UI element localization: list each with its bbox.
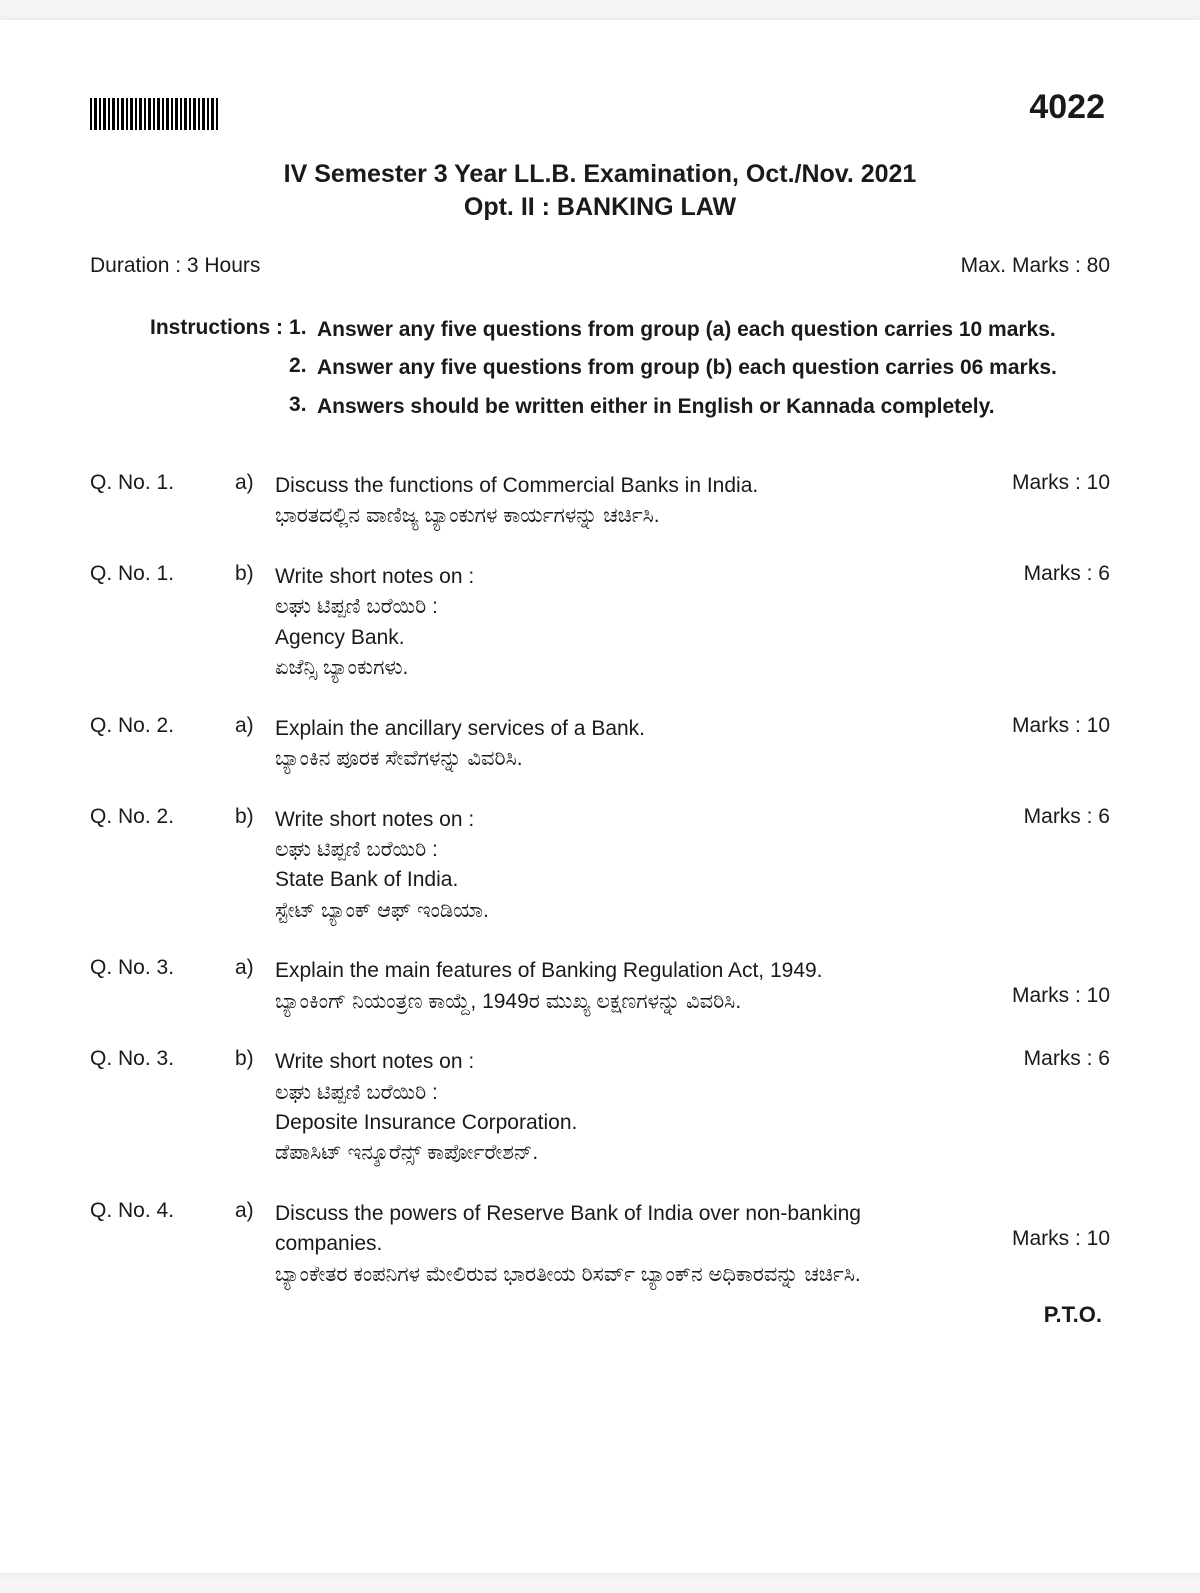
question-part: b) — [235, 1047, 275, 1169]
question-content: Write short notes on : ಲಘು ಟಿಪ್ಪಣಿ ಬರೆಯಿ… — [275, 805, 980, 927]
question-marks: Marks : 10 — [980, 714, 1110, 775]
pto-label: P.T.O. — [90, 1302, 1110, 1328]
question-text-en: Write short notes on : — [275, 562, 960, 592]
questions-block: Q. No. 1. a) Discuss the functions of Co… — [90, 471, 1110, 1290]
instruction-number: 1. — [289, 316, 317, 344]
instruction-number: 2. — [289, 354, 317, 382]
question-text-kn: ಭಾರತದಲ್ಲಿನ ವಾಣಿಜ್ಯ ಬ್ಯಾಂಕುಗಳ ಕಾರ್ಯಗಳನ್ನು… — [275, 501, 960, 531]
question-text-kn: ಬ್ಯಾಂಕೇತರ ಕಂಪನಿಗಳ ಮೇಲಿರುವ ಭಾರತೀಯ ರಿಸರ್ವ್… — [275, 1260, 960, 1290]
question-subtopic-kn: ಡೆಪಾಸಿಟ್ ಇನ್ಶೂರೆನ್ಸ್ ಕಾರ್ಪೋರೇಶನ್. — [275, 1138, 960, 1168]
question-subtopic-en: Deposite Insurance Corporation. — [275, 1108, 960, 1138]
question-content: Write short notes on : ಲಘು ಟಿಪ್ಪಣಿ ಬರೆಯಿ… — [275, 562, 980, 684]
question-text-kn: ಬ್ಯಾಂಕಿನ ಪೂರಕ ಸೇವೆಗಳನ್ನು ವಿವರಿಸಿ. — [275, 744, 960, 774]
question-subtopic-en: State Bank of India. — [275, 865, 960, 895]
instructions-heading: Instructions : — [150, 316, 289, 431]
question-text-kn: ಬ್ಯಾಂಕಿಂಗ್ ನಿಯಂತ್ರಣ ಕಾಯ್ದೆ, 1949ರ ಮುಖ್ಯ … — [275, 987, 960, 1017]
instructions-list: 1. Answer any five questions from group … — [289, 316, 1110, 431]
instruction-item: 2. Answer any five questions from group … — [289, 354, 1110, 382]
question-number: Q. No. 2. — [90, 805, 235, 927]
title-block: IV Semester 3 Year LL.B. Examination, Oc… — [90, 160, 1110, 222]
duration-label: Duration : 3 Hours — [90, 254, 260, 278]
question-row: Q. No. 3. b) Write short notes on : ಲಘು … — [90, 1047, 1110, 1169]
question-part: a) — [235, 956, 275, 1017]
question-number: Q. No. 1. — [90, 471, 235, 532]
question-row: Q. No. 4. a) Discuss the powers of Reser… — [90, 1199, 1110, 1290]
question-text-en: Explain the ancillary services of a Bank… — [275, 714, 960, 744]
question-marks: Marks : 6 — [980, 562, 1110, 684]
question-text-en: Discuss the powers of Reserve Bank of In… — [275, 1199, 960, 1260]
instruction-item: 3. Answers should be written either in E… — [289, 393, 1110, 421]
instruction-text: Answer any five questions from group (a)… — [317, 316, 1110, 344]
question-part: a) — [235, 714, 275, 775]
question-part: b) — [235, 805, 275, 927]
question-text-en: Write short notes on : — [275, 805, 960, 835]
question-content: Write short notes on : ಲಘು ಟಿಪ್ಪಣಿ ಬರೆಯಿ… — [275, 1047, 980, 1169]
meta-row: Duration : 3 Hours Max. Marks : 80 — [90, 254, 1110, 278]
question-row: Q. No. 1. b) Write short notes on : ಲಘು … — [90, 562, 1110, 684]
exam-title-line1: IV Semester 3 Year LL.B. Examination, Oc… — [90, 160, 1110, 189]
question-content: Discuss the functions of Commercial Bank… — [275, 471, 980, 532]
question-text-kn: ಲಘು ಟಿಪ್ಪಣಿ ಬರೆಯಿರಿ : — [275, 592, 960, 622]
paper-code: 4022 — [1029, 88, 1105, 127]
question-subtopic-kn: ಸ್ಟೇಟ್ ಬ್ಯಾಂಕ್ ಆಫ್ ಇಂಡಿಯಾ. — [275, 896, 960, 926]
question-row: Q. No. 1. a) Discuss the functions of Co… — [90, 471, 1110, 532]
question-marks: Marks : 6 — [980, 1047, 1110, 1169]
question-text-en: Discuss the functions of Commercial Bank… — [275, 471, 960, 501]
instructions-block: Instructions : 1. Answer any five questi… — [90, 316, 1110, 431]
question-marks: Marks : 10 — [980, 471, 1110, 532]
question-text-en: Explain the main features of Banking Reg… — [275, 956, 960, 986]
question-number: Q. No. 2. — [90, 714, 235, 775]
question-content: Discuss the powers of Reserve Bank of In… — [275, 1199, 980, 1290]
question-text-en: Write short notes on : — [275, 1047, 960, 1077]
question-number: Q. No. 3. — [90, 1047, 235, 1169]
instruction-text: Answers should be written either in Engl… — [317, 393, 1110, 421]
question-row: Q. No. 2. b) Write short notes on : ಲಘು … — [90, 805, 1110, 927]
question-text-kn: ಲಘು ಟಿಪ್ಪಣಿ ಬರೆಯಿರಿ : — [275, 1078, 960, 1108]
exam-title-line2: Opt. II : BANKING LAW — [90, 193, 1110, 222]
question-subtopic-en: Agency Bank. — [275, 623, 960, 653]
question-row: Q. No. 3. a) Explain the main features o… — [90, 956, 1110, 1017]
barcode — [90, 98, 220, 130]
question-marks: Marks : 10 — [980, 956, 1110, 1017]
question-marks: Marks : 10 — [980, 1199, 1110, 1290]
question-part: a) — [235, 1199, 275, 1290]
question-row: Q. No. 2. a) Explain the ancillary servi… — [90, 714, 1110, 775]
question-marks: Marks : 6 — [980, 805, 1110, 927]
question-part: b) — [235, 562, 275, 684]
question-content: Explain the main features of Banking Reg… — [275, 956, 980, 1017]
instruction-text: Answer any five questions from group (b)… — [317, 354, 1110, 382]
question-part: a) — [235, 471, 275, 532]
instruction-item: 1. Answer any five questions from group … — [289, 316, 1110, 344]
question-text-kn: ಲಘು ಟಿಪ್ಪಣಿ ಬರೆಯಿರಿ : — [275, 835, 960, 865]
question-content: Explain the ancillary services of a Bank… — [275, 714, 980, 775]
question-number: Q. No. 3. — [90, 956, 235, 1017]
instruction-number: 3. — [289, 393, 317, 421]
question-number: Q. No. 4. — [90, 1199, 235, 1290]
exam-paper-page: 4022 IV Semester 3 Year LL.B. Examinatio… — [0, 20, 1200, 1573]
max-marks-label: Max. Marks : 80 — [961, 254, 1110, 278]
question-number: Q. No. 1. — [90, 562, 235, 684]
question-subtopic-kn: ಏಜೆನ್ಸಿ ಬ್ಯಾಂಕುಗಳು. — [275, 653, 960, 683]
